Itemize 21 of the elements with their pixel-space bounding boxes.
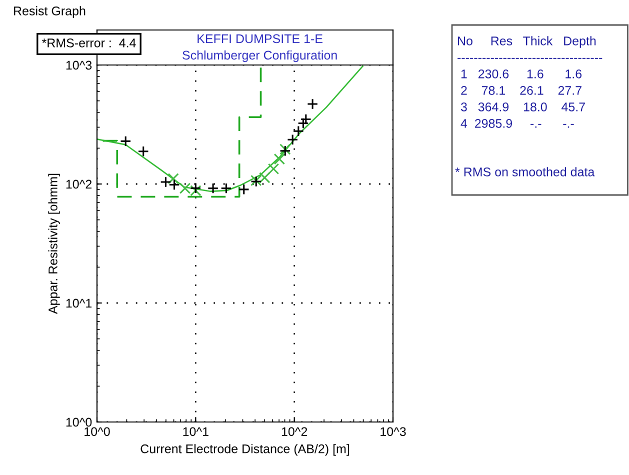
x-tick-label: 10^0 (84, 427, 110, 436)
x-axis-title: Current Electrode Distance (AB/2) [m] (140, 444, 350, 456)
text: *RMS-error : 4.4 (42, 38, 136, 48)
x-tick-label: 10^3 (380, 427, 406, 436)
text: 1 230.6 1.6 1.6 (461, 70, 582, 78)
y-axis-title: Appar. Resistivity [ohmm] (48, 174, 60, 314)
text: ----------------------------------- (458, 58, 602, 59)
chart-subtitle: Schlumberger Configuration (182, 50, 337, 62)
y-tick-label: 10^1 (66, 298, 92, 308)
text: 2 78.1 26.1 27.7 (461, 86, 582, 95)
text: 4 2985.9 -.- -.- (460, 119, 574, 128)
text: No Res Thick Depth (458, 36, 596, 48)
x-tick-label: 10^2 (282, 427, 308, 436)
chart-title: KEFFI DUMPSITE 1-E (198, 34, 322, 44)
text: * RMS on smoothed data (455, 167, 595, 176)
y-tick-label: 10^3 (66, 60, 92, 70)
text: 3 364.9 18.0 45.7 (460, 102, 585, 112)
x-tick-label: 10^1 (183, 427, 208, 436)
y-tick-label: 10^2 (66, 180, 92, 189)
y-tick-label: 10^0 (66, 418, 92, 427)
text: Resist Graph (14, 6, 86, 18)
